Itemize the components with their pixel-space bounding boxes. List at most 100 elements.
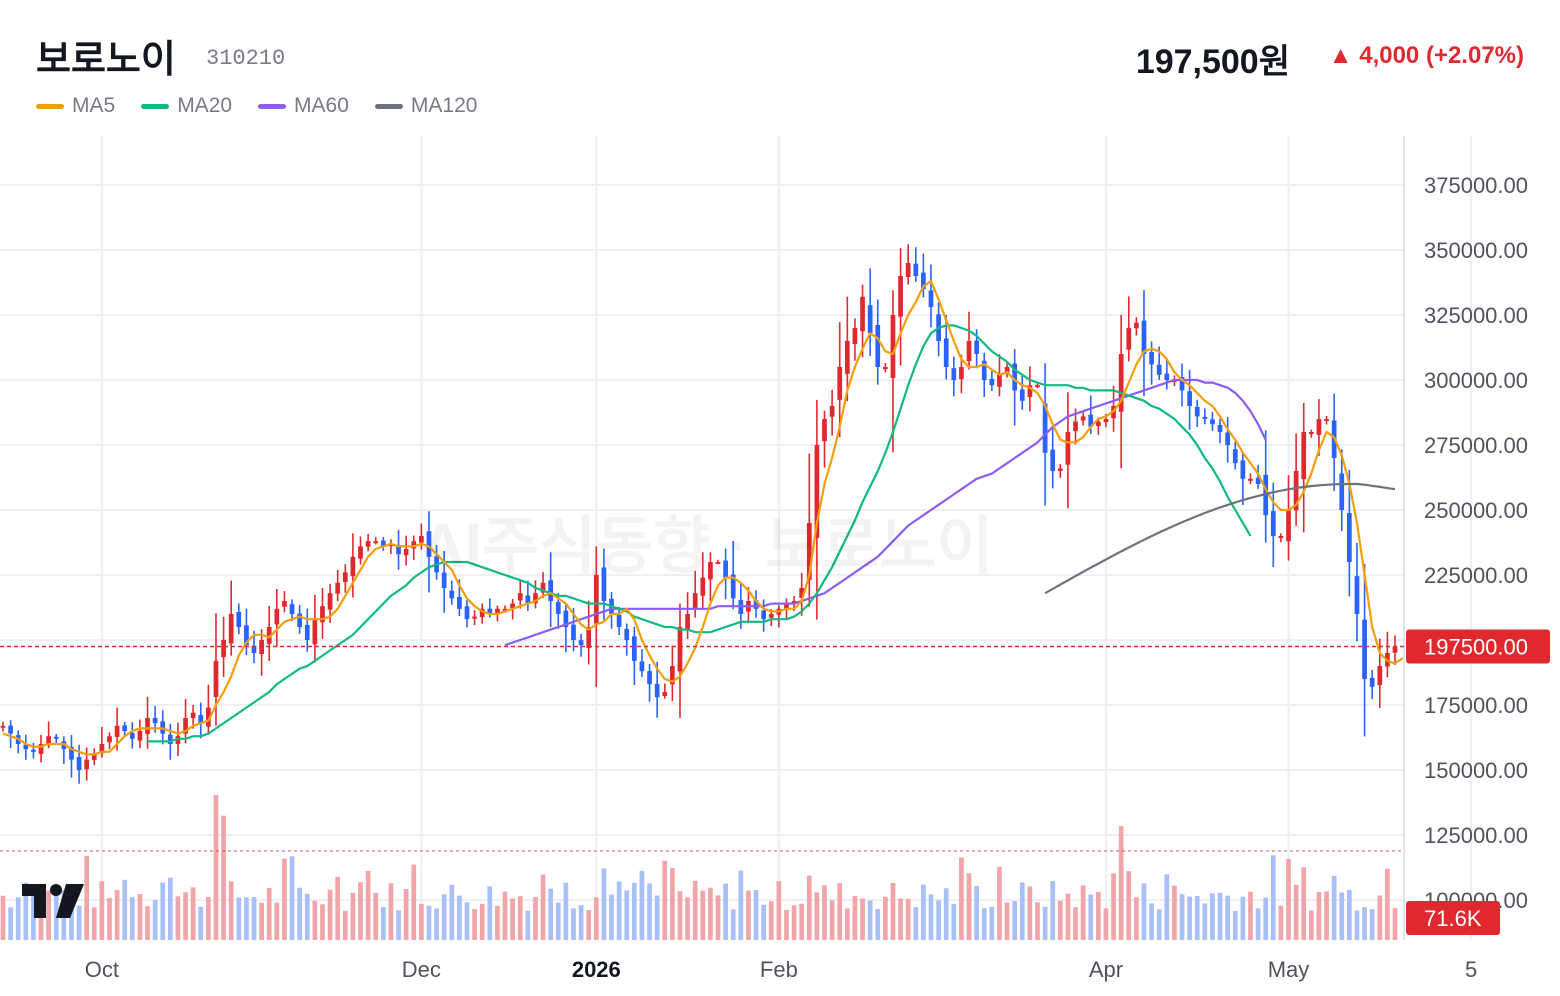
candle[interactable] — [1004, 362, 1010, 378]
candle[interactable] — [84, 747, 90, 781]
candle[interactable] — [829, 389, 835, 436]
candle[interactable] — [426, 511, 432, 593]
candle[interactable] — [206, 684, 211, 734]
candle[interactable] — [198, 702, 204, 739]
candle[interactable] — [472, 610, 477, 626]
candle[interactable] — [685, 592, 690, 639]
candle[interactable] — [1164, 359, 1170, 390]
candle[interactable] — [91, 748, 97, 766]
candle[interactable] — [898, 248, 903, 366]
candle[interactable] — [860, 284, 865, 358]
candle[interactable] — [624, 623, 630, 656]
candle[interactable] — [221, 616, 226, 678]
candle[interactable] — [852, 318, 858, 361]
candle[interactable] — [730, 541, 736, 610]
candle[interactable] — [586, 600, 592, 665]
candle[interactable] — [670, 645, 675, 702]
candle[interactable] — [631, 626, 637, 685]
candle[interactable] — [479, 603, 485, 624]
candle[interactable] — [517, 579, 523, 609]
candle[interactable] — [1194, 399, 1200, 427]
candle[interactable] — [1308, 429, 1314, 438]
candle[interactable] — [15, 730, 21, 754]
legend-item-ma20[interactable]: MA20 — [141, 94, 232, 118]
candle[interactable] — [53, 733, 59, 745]
candle[interactable] — [1019, 375, 1025, 410]
candle[interactable] — [236, 603, 242, 635]
candle[interactable] — [403, 535, 409, 566]
candle[interactable] — [723, 548, 728, 600]
candle[interactable] — [647, 664, 652, 702]
candle[interactable] — [799, 572, 805, 616]
candle[interactable] — [335, 569, 341, 602]
candle[interactable] — [1293, 433, 1299, 526]
candle[interactable] — [1385, 631, 1390, 678]
candle[interactable] — [921, 253, 926, 298]
candle[interactable] — [23, 734, 29, 760]
candle[interactable] — [776, 605, 782, 628]
candle[interactable] — [107, 732, 112, 750]
candle[interactable] — [419, 523, 424, 550]
candle[interactable] — [593, 546, 599, 688]
candle[interactable] — [1316, 399, 1322, 456]
candle[interactable] — [129, 722, 135, 749]
candle[interactable] — [1301, 402, 1307, 533]
candle[interactable] — [1255, 464, 1261, 489]
candle[interactable] — [388, 539, 394, 554]
candle[interactable] — [1248, 473, 1253, 485]
candle[interactable] — [282, 591, 287, 613]
legend-item-ma5[interactable]: MA5 — [36, 94, 115, 118]
candle[interactable] — [1057, 463, 1063, 478]
candle[interactable] — [837, 322, 843, 438]
candle[interactable] — [844, 296, 850, 402]
candle[interactable] — [396, 529, 401, 570]
candle[interactable] — [122, 721, 128, 737]
candle[interactable] — [959, 354, 964, 394]
candle[interactable] — [289, 599, 295, 622]
candle[interactable] — [1012, 349, 1018, 426]
candle[interactable] — [540, 572, 546, 598]
candle[interactable] — [1126, 296, 1132, 362]
legend-item-ma60[interactable]: MA60 — [258, 94, 349, 118]
candle[interactable] — [905, 244, 911, 285]
candle[interactable] — [1225, 416, 1231, 463]
candle[interactable] — [1362, 563, 1367, 737]
candle[interactable] — [350, 533, 356, 598]
candle[interactable] — [601, 548, 607, 621]
candle[interactable] — [1270, 482, 1276, 567]
legend-item-ma120[interactable]: MA120 — [374, 94, 477, 118]
candle[interactable] — [183, 699, 188, 744]
candle[interactable] — [1141, 290, 1147, 397]
candle[interactable] — [548, 552, 554, 628]
candle[interactable] — [342, 564, 348, 593]
candle[interactable] — [145, 696, 150, 749]
candle[interactable] — [981, 352, 987, 398]
candle[interactable] — [297, 604, 303, 634]
candle[interactable] — [274, 589, 280, 647]
candle[interactable] — [525, 580, 531, 611]
candle[interactable] — [1187, 369, 1192, 430]
candle[interactable] — [1369, 669, 1375, 700]
candle[interactable] — [890, 290, 896, 453]
candle[interactable] — [951, 356, 957, 397]
candle[interactable] — [320, 588, 325, 639]
candle[interactable] — [761, 599, 767, 632]
candle[interactable] — [1354, 542, 1360, 642]
candle[interactable] — [1179, 363, 1185, 407]
candle[interactable] — [989, 371, 995, 391]
candle[interactable] — [867, 268, 873, 357]
candle[interactable] — [312, 594, 318, 663]
candle[interactable] — [1278, 533, 1284, 543]
candle[interactable] — [753, 590, 759, 618]
candle[interactable] — [822, 410, 827, 468]
candle[interactable] — [563, 604, 569, 653]
candle[interactable] — [1134, 317, 1139, 336]
candle[interactable] — [1080, 411, 1086, 426]
candle[interactable] — [928, 264, 934, 328]
candle[interactable] — [365, 533, 371, 552]
candle[interactable] — [578, 633, 584, 657]
candle[interactable] — [38, 735, 44, 763]
time-axis[interactable]: Oct Dec 2026 Feb Apr May 5 — [85, 957, 1477, 982]
candle[interactable] — [137, 719, 143, 749]
